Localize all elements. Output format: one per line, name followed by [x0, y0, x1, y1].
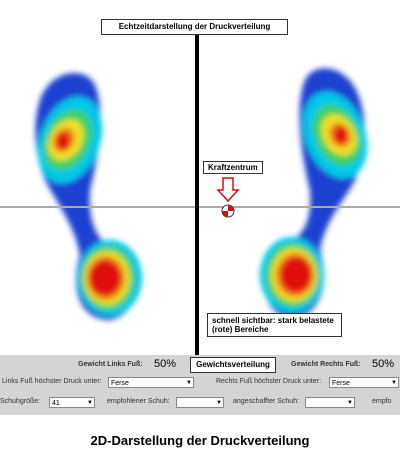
- distribution-button[interactable]: Gewichtsverteilung: [190, 357, 276, 373]
- weight-right-label: Gewicht Rechts Fuß:: [291, 361, 361, 368]
- weight-right-value: 50%: [372, 358, 395, 370]
- shoe-size-label: Schuhgröße:: [0, 398, 41, 405]
- weight-left-value: 50%: [154, 358, 177, 370]
- left-pressure-label: Links Fuß höchster Druck unter:: [2, 378, 102, 385]
- center-marker: [221, 204, 235, 218]
- recommended-select[interactable]: [176, 397, 224, 409]
- purchased-label: angeschaffter Schuh:: [233, 398, 300, 405]
- center-arrow: [216, 177, 240, 203]
- purchased-select[interactable]: [305, 397, 355, 409]
- shoe-size-select[interactable]: 41: [49, 397, 95, 409]
- center-label: Kraftzentrum: [203, 161, 263, 174]
- truncated-label: empfo: [372, 398, 392, 405]
- view-title: Echtzeitdarstellung der Druckverteilung: [101, 19, 288, 35]
- right-foot: [260, 68, 368, 318]
- left-foot: [35, 73, 142, 320]
- pressure-view: [0, 20, 400, 355]
- right-pressure-label: Rechts Fuß höchster Druck unter:: [216, 378, 322, 385]
- hint-label: schnell sichtbar: stark belastete (rote)…: [207, 313, 342, 337]
- caption: 2D-Darstellung der Druckverteilung: [90, 433, 310, 448]
- weight-left-label: Gewicht Links Fuß:: [78, 361, 143, 368]
- recommended-label: empfohlener Schuh:: [107, 398, 170, 405]
- right-pressure-select[interactable]: Ferse: [329, 377, 399, 389]
- control-panel: Gewicht Links Fuß: 50% Gewichtsverteilun…: [0, 355, 400, 415]
- left-pressure-select[interactable]: Ferse: [108, 377, 194, 389]
